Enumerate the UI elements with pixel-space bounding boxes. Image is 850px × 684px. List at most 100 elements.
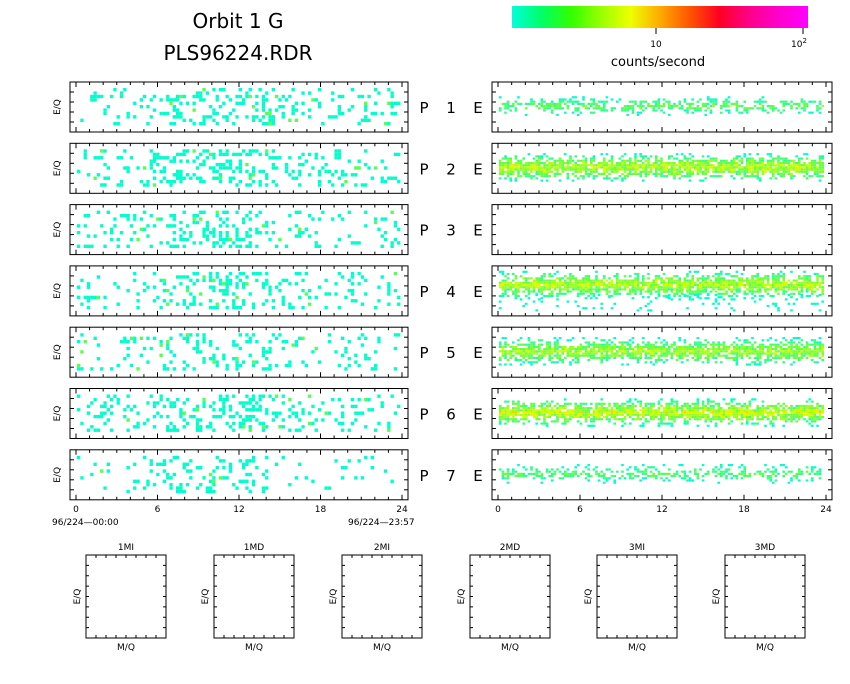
- right-cell: [603, 357, 606, 359]
- right-cell: [782, 282, 785, 284]
- right-cell: [671, 282, 674, 284]
- right-cell: [590, 357, 593, 359]
- right-cell: [712, 158, 715, 160]
- left-cell: [133, 425, 136, 428]
- right-cell: [673, 173, 676, 175]
- right-cell: [767, 112, 770, 114]
- right-cell: [660, 350, 663, 352]
- right-cell: [723, 293, 726, 295]
- right-cell: [756, 173, 759, 175]
- right-cell: [720, 284, 723, 286]
- right-cell: [528, 339, 531, 341]
- right-cell: [686, 166, 689, 168]
- right-cell: [522, 282, 525, 284]
- right-cell: [803, 105, 806, 107]
- right-cell: [806, 284, 809, 286]
- right-cell: [569, 98, 572, 100]
- left-cell: [226, 398, 229, 401]
- left-cell: [196, 405, 199, 408]
- left-cell: [186, 422, 189, 425]
- left-cell: [202, 122, 205, 125]
- left-cell: [384, 166, 387, 169]
- left-cell: [249, 354, 252, 357]
- left-cell: [232, 357, 235, 360]
- right-cell: [585, 350, 588, 352]
- right-cell: [795, 346, 798, 348]
- right-cell: [668, 101, 671, 103]
- right-cell: [567, 291, 570, 293]
- right-cell: [751, 297, 754, 299]
- right-cell: [759, 180, 762, 182]
- right-cell: [522, 284, 525, 286]
- left-cell: [338, 306, 341, 309]
- left-cell: [123, 337, 126, 340]
- left-cell: [351, 299, 354, 302]
- right-cell: [512, 341, 515, 343]
- left-cell: [209, 343, 212, 346]
- right-cell: [502, 162, 505, 164]
- right-cell: [775, 107, 778, 109]
- right-cell: [777, 171, 780, 173]
- right-cell: [637, 348, 640, 350]
- right-cell: [788, 357, 791, 359]
- right-cell: [764, 275, 767, 277]
- right-cell: [751, 275, 754, 277]
- left-cell: [367, 166, 370, 169]
- right-cell: [564, 169, 567, 171]
- right-cell: [556, 357, 559, 359]
- right-cell: [515, 107, 518, 109]
- right-cell: [717, 284, 720, 286]
- right-cell: [621, 162, 624, 164]
- right-cell: [559, 101, 562, 103]
- right-cell: [600, 303, 603, 305]
- left-cell: [278, 156, 281, 159]
- left-cell: [255, 214, 258, 217]
- left-cell: [179, 112, 182, 115]
- right-cell: [543, 109, 546, 111]
- right-cell: [743, 171, 746, 173]
- left-cell: [186, 398, 189, 401]
- right-cell: [728, 112, 731, 114]
- right-cell: [819, 282, 822, 284]
- right-cell: [595, 105, 598, 107]
- left-cell: [202, 115, 205, 118]
- right-cell: [756, 286, 759, 288]
- right-cell: [707, 350, 710, 352]
- left-cell: [150, 160, 153, 163]
- right-cell: [590, 98, 593, 100]
- left-cell: [133, 279, 136, 282]
- left-cell: [252, 180, 255, 183]
- right-cell: [530, 277, 533, 279]
- left-cell: [377, 286, 380, 289]
- right-cell: [595, 171, 598, 173]
- left-cell: [103, 422, 106, 425]
- left-cell: [328, 115, 331, 118]
- left-cell: [77, 296, 80, 299]
- right-cell: [538, 166, 541, 168]
- right-cell: [782, 275, 785, 277]
- left-cell: [163, 299, 166, 302]
- right-cell: [546, 341, 549, 343]
- right-cell: [528, 153, 531, 155]
- right-cell: [642, 162, 645, 164]
- right-cell: [543, 107, 546, 109]
- right-cell: [520, 175, 523, 177]
- right-cell: [764, 109, 767, 111]
- right-cell: [814, 303, 817, 305]
- right-cell: [551, 171, 554, 173]
- right-cell: [603, 350, 606, 352]
- right-cell: [665, 288, 668, 290]
- right-cell: [819, 309, 822, 311]
- right-cell: [603, 171, 606, 173]
- right-cell: [806, 275, 809, 277]
- right-cell: [595, 169, 598, 171]
- left-cell: [268, 350, 271, 353]
- right-cell: [632, 352, 635, 354]
- left-panel-6: [70, 389, 408, 439]
- right-cell: [561, 282, 564, 284]
- right-cell: [650, 286, 653, 288]
- right-cell: [538, 107, 541, 109]
- right-cell: [788, 284, 791, 286]
- right-cell: [697, 355, 700, 357]
